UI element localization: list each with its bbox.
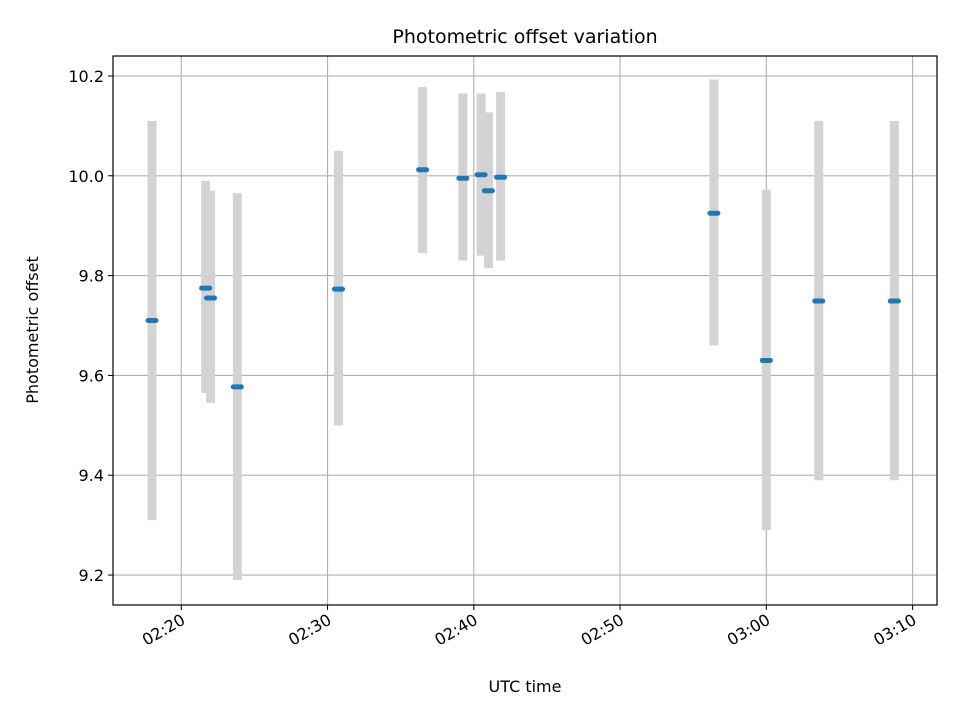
x-axis-label: UTC time [489,677,562,696]
y-tick-label: 9.4 [79,466,104,485]
y-tick-label: 9.6 [79,366,104,385]
plot-frame [112,55,938,606]
y-tick-label: 9.2 [79,566,104,585]
y-axis-label: Photometric offset [23,256,42,404]
chart-title: Photometric offset variation [392,26,657,48]
y-axis-ticks: 9.2 9.4 9.6 9.8 10.0 10.2 [68,67,113,585]
y-tick-label: 9.8 [79,267,104,286]
grid-layer [113,56,937,605]
y-tick-label: 10.0 [68,167,104,186]
y-tick-label: 10.2 [68,67,104,86]
marker-layer [145,167,901,390]
